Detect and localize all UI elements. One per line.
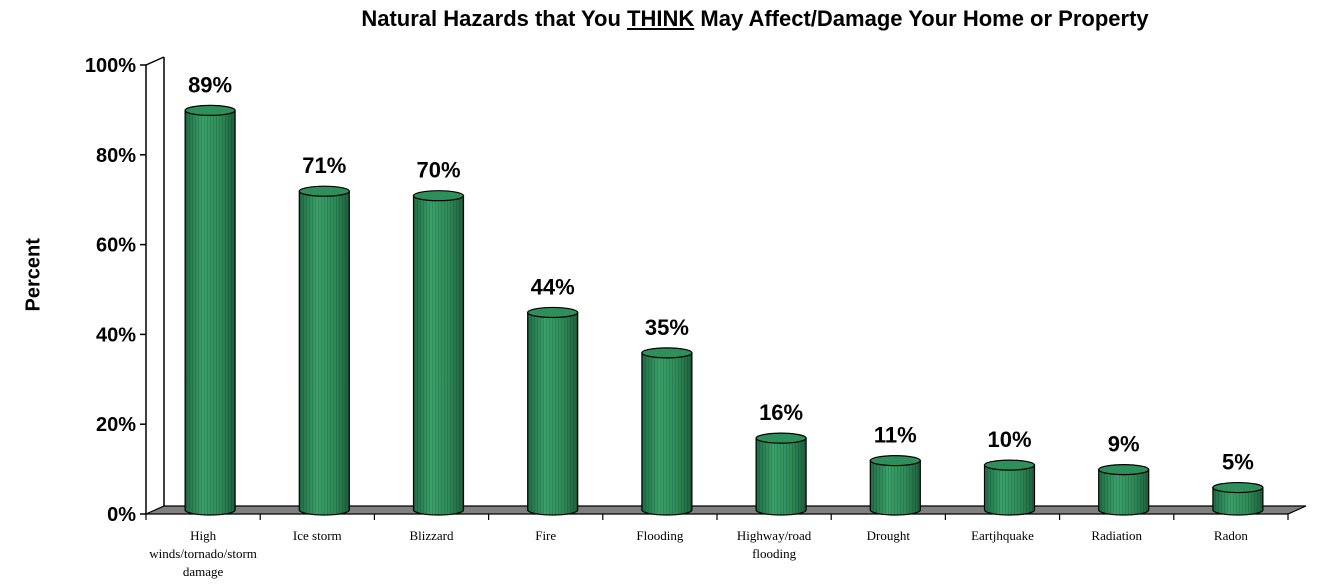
x-tick-label: Eartjhquake bbox=[971, 528, 1034, 543]
x-tick-label: Radiation bbox=[1091, 528, 1142, 543]
bar-top bbox=[1098, 463, 1150, 476]
x-tick-label: Flooding bbox=[636, 528, 683, 543]
bar-texture bbox=[756, 438, 807, 515]
x-tick-label: Fire bbox=[535, 528, 556, 543]
data-label: 11% bbox=[874, 423, 917, 448]
labels: 89% High winds/tornado/storm damage 71% Ice s… bbox=[149, 72, 1254, 579]
bar-top bbox=[1212, 481, 1264, 494]
bar-top bbox=[641, 347, 693, 359]
data-label: 16% bbox=[759, 400, 803, 425]
x-tick-label: Ice storm bbox=[293, 528, 342, 543]
x-tick-label: Blizzard bbox=[409, 528, 454, 543]
chart-title: Natural Hazards that You THINK May Affec… bbox=[200, 6, 1310, 32]
data-label: 71% bbox=[302, 153, 346, 178]
bar bbox=[755, 432, 807, 516]
y-tick-label: 20% bbox=[96, 414, 136, 436]
chart-title-part-3: May Affect/Damage Your Home or Property bbox=[694, 6, 1149, 31]
bar bbox=[983, 459, 1036, 516]
data-label: 5% bbox=[1222, 450, 1254, 475]
bar bbox=[298, 185, 350, 516]
bar-texture bbox=[1212, 487, 1263, 515]
bar-texture bbox=[984, 465, 1035, 515]
data-label: 44% bbox=[531, 274, 575, 299]
bar-texture bbox=[1098, 469, 1149, 515]
bar-texture bbox=[413, 195, 464, 515]
y-tick-label: 40% bbox=[96, 324, 136, 346]
bar-top bbox=[527, 306, 579, 319]
bar bbox=[184, 104, 236, 516]
y-tick-label: 0% bbox=[107, 504, 136, 526]
bar bbox=[869, 455, 921, 516]
bar-texture bbox=[299, 191, 350, 515]
y-tick-label: 100% bbox=[85, 55, 136, 77]
chart-title-emphasis: THINK bbox=[627, 6, 695, 31]
bars bbox=[184, 104, 1264, 516]
bar-texture bbox=[527, 312, 578, 515]
bar-top bbox=[983, 459, 1036, 471]
data-label: 10% bbox=[987, 427, 1031, 452]
data-label: 89% bbox=[188, 72, 232, 97]
x-tick-label: Highway/road flooding bbox=[737, 528, 812, 561]
bar bbox=[641, 347, 693, 516]
bar-top bbox=[755, 432, 807, 444]
x-tick-label: High winds/tornado/storm damage bbox=[149, 528, 257, 579]
bar bbox=[1098, 463, 1150, 516]
bar bbox=[412, 190, 465, 516]
y-axis-top-connector bbox=[145, 56, 165, 66]
chart-title-part-1: Natural Hazards that You bbox=[361, 6, 628, 31]
data-label: 35% bbox=[645, 315, 689, 340]
bar-top bbox=[184, 104, 236, 116]
bar-top bbox=[869, 455, 921, 467]
bar-texture bbox=[641, 352, 692, 515]
bar-top bbox=[412, 190, 465, 202]
data-label: 70% bbox=[416, 158, 460, 183]
y-tick-label: 60% bbox=[96, 235, 136, 257]
x-tick-label: Drought bbox=[867, 528, 911, 543]
y-tick-label: 80% bbox=[96, 145, 136, 167]
bar-texture bbox=[870, 460, 921, 515]
x-tick-label: Radon bbox=[1214, 528, 1248, 543]
bar-texture bbox=[185, 110, 236, 515]
bar-top bbox=[298, 185, 350, 197]
bar bbox=[527, 306, 579, 516]
bar bbox=[1212, 481, 1264, 516]
data-label: 9% bbox=[1108, 432, 1140, 457]
